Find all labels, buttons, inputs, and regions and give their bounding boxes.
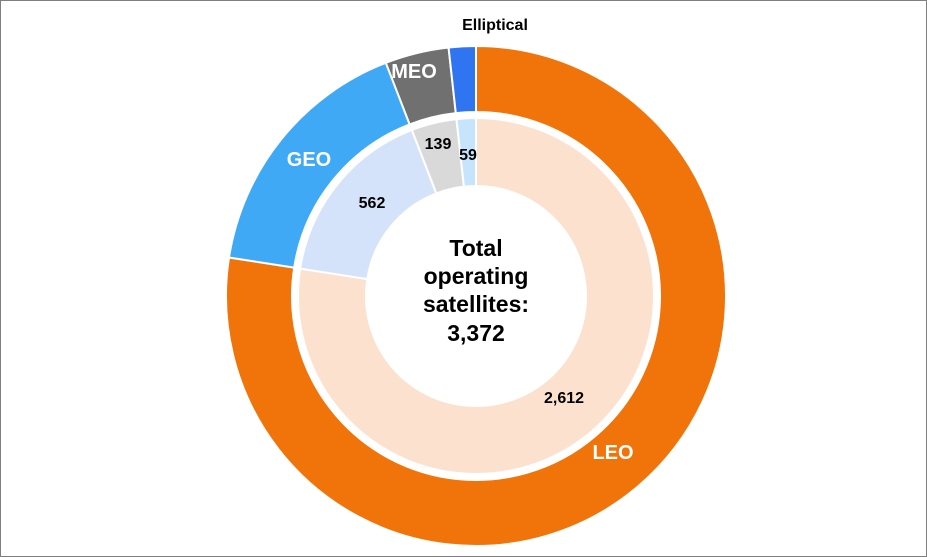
category-label-leo: LEO [592, 442, 633, 464]
value-label-meo: 139 [425, 136, 452, 153]
center-label-total: 3,372 [447, 320, 505, 346]
inner-slice-elliptical [455, 116, 477, 188]
center-label-line1: Total [449, 235, 502, 261]
category-label-elliptical: Elliptical [462, 17, 528, 34]
inner-slice-leo [297, 116, 655, 475]
center-label-line3: satellites: [423, 291, 529, 317]
value-label-elliptical: 59 [459, 147, 477, 164]
outer-slice-leo [225, 44, 727, 547]
category-label-meo: MEO [391, 61, 437, 83]
center-label-line2: operating [424, 263, 529, 289]
outer-slice-elliptical [447, 44, 477, 115]
value-label-leo: 2,612 [544, 390, 584, 407]
category-label-geo: GEO [287, 149, 331, 171]
value-label-geo: 562 [359, 195, 386, 212]
